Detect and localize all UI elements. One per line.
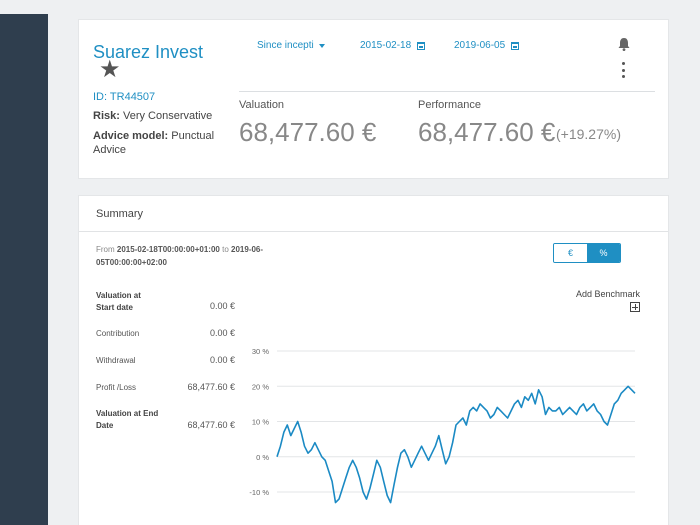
header-divider [239, 91, 655, 92]
y-tick-label: 20 % [252, 382, 269, 391]
performance-percent: (+19.27%) [556, 126, 621, 142]
stat-value-withdrawal: 0.00 € [209, 355, 235, 365]
calendar-icon [417, 41, 426, 50]
start-date-field[interactable]: 2015-02-18 [360, 40, 426, 51]
y-tick-label: 10 % [252, 418, 269, 427]
kebab-menu-icon[interactable] [620, 62, 626, 78]
range-to: to [222, 245, 229, 254]
top-strip [48, 0, 700, 14]
risk-line: Risk: Very Conservative [93, 110, 212, 122]
sidebar [0, 14, 48, 525]
y-tick-label: -10 % [249, 488, 269, 497]
date-range-text: From 2015-02-18T00:00:00+01:00 to 2019-0… [96, 243, 286, 269]
plus-box-icon[interactable] [630, 302, 640, 312]
advice-value: Punctual [171, 130, 215, 142]
stat-label-valuation-start: Valuation at Start date [96, 291, 141, 312]
add-benchmark-label[interactable]: Add Benchmark [576, 289, 641, 299]
percent-toggle-button[interactable]: % [587, 244, 620, 262]
range-end-cont: 05T00:00:00+02:00 [96, 258, 167, 267]
risk-label: Risk: [93, 110, 120, 122]
stat-label-withdrawal: Withdrawal [96, 356, 136, 365]
period-dropdown[interactable]: Since incepti [257, 40, 325, 51]
summary-card: Summary From 2015-02-18T00:00:00+01:00 t… [79, 196, 668, 525]
y-tick-label: 30 % [252, 347, 269, 356]
advice-label: Advice model: [93, 130, 169, 142]
valuation-label: Valuation [239, 99, 285, 111]
start-date: 2015-02-18 [360, 40, 412, 51]
portfolio-card: Suarez Invest ★ ID: TR44507 Risk: Very C… [79, 20, 668, 178]
end-date: 2019-06-05 [454, 40, 506, 51]
stat-value-contribution: 0.00 € [209, 328, 235, 338]
portfolio-name[interactable]: Suarez Invest [93, 42, 204, 62]
advice-value-cont: Advice [93, 144, 127, 156]
valuation-value: 68,477.60 € [239, 117, 377, 147]
stat-label-contribution: Contribution [96, 329, 140, 338]
bell-icon[interactable] [616, 36, 632, 52]
performance-value: 68,477.60 € [418, 117, 556, 147]
end-date-field[interactable]: 2019-06-05 [454, 40, 520, 51]
advice-line: Advice model: Punctual [93, 130, 214, 142]
star-icon[interactable]: ★ [99, 56, 121, 83]
performance-chart: 30 % 20 % 10 % 0 % -10 % [249, 347, 636, 504]
period-label: Since incepti [257, 40, 314, 51]
stat-value-profit-loss: 68,477.60 € [187, 382, 235, 392]
summary-divider [79, 231, 668, 232]
risk-value: Very Conservative [122, 110, 213, 122]
range-end: 2019-06- [231, 245, 264, 254]
summary-title: Summary [96, 208, 144, 220]
caret-down-icon [318, 43, 325, 48]
range-from: From [96, 245, 115, 254]
stat-label-valuation-end: Valuation at End Date [96, 409, 159, 430]
performance-label: Performance [418, 99, 481, 111]
unit-toggle: € % [553, 243, 621, 263]
stat-label-profit-loss: Profit /Loss [96, 383, 137, 392]
calendar-icon [511, 41, 520, 50]
stat-value-valuation-start: 0.00 € [209, 301, 235, 311]
currency-toggle-button[interactable]: € [554, 244, 587, 262]
range-start: 2015-02-18T00:00:00+01:00 [116, 245, 220, 254]
performance-series-line [276, 385, 636, 504]
stat-value-valuation-end: 68,477.60 € [187, 420, 235, 430]
y-tick-label: 0 % [256, 453, 269, 462]
portfolio-id: ID: TR44507 [93, 91, 156, 103]
advice-line-2: Advice [93, 144, 126, 156]
